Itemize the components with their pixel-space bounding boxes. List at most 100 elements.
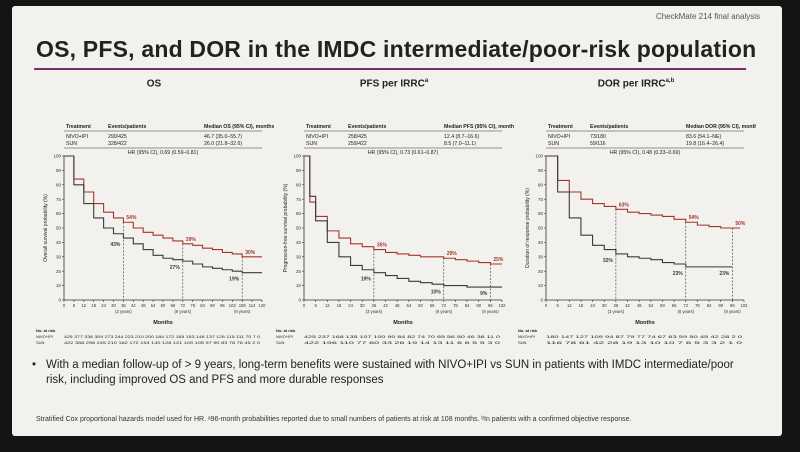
footnote: Stratified Cox proportional hazards mode…	[36, 416, 632, 423]
y-tick-label: 50	[56, 226, 62, 231]
x-tick-label: 84	[200, 303, 205, 308]
x-tick-label: 72	[683, 303, 688, 308]
y-tick-label: 50	[296, 226, 302, 231]
chart-title: OS	[146, 78, 162, 90]
table-cell: NIVO+IPI	[66, 134, 88, 140]
y-tick-label: 10	[296, 283, 302, 288]
table-header: Treatment	[548, 124, 573, 130]
y-tick-label: 70	[296, 197, 302, 202]
pfs-chart: Treatment Events/patients Median PFS (95% …	[276, 124, 517, 345]
x-axis-label: Months	[635, 320, 655, 326]
dor-panel: DOR per IRRCa,b Treatment Events/patients…	[516, 78, 760, 348]
x-tick-label: 6	[314, 303, 317, 308]
km-curve-sun	[304, 155, 502, 288]
x-tick-label: 96	[220, 303, 225, 308]
table-cell: 258/425	[348, 134, 367, 140]
x-tick-label: 24	[590, 303, 595, 308]
x-tick-label: 60	[418, 303, 423, 308]
at-risk-label: No. at risk	[276, 328, 296, 333]
y-tick-label: 90	[56, 168, 62, 173]
km-curve-sun	[64, 155, 262, 274]
x-tick-label: 24	[101, 303, 106, 308]
landmark-label: (8 years)	[482, 309, 499, 314]
table-header: Median PFS (95% CI), months	[444, 124, 514, 130]
probability-label: 32%	[603, 258, 614, 264]
title-rule	[34, 68, 746, 70]
page-title: OS, PFS, and DOR in the IMDC intermediat…	[36, 36, 757, 62]
y-tick-label: 30	[538, 254, 544, 259]
table-cell: 46.7 (35.0–55.7)	[204, 134, 242, 140]
at-risk-row-values: 116 78 61 42 28 19 13 10 10 7 6 5 3 3 2 …	[546, 340, 744, 345]
os-panel: OS Treatment Events/patients Median OS (95…	[34, 78, 274, 348]
hazard-ratio: HR (95% CI), 0.69 (0.59–0.81)	[128, 150, 199, 156]
x-tick-label: 18	[579, 303, 584, 308]
x-tick-label: 0	[545, 303, 548, 308]
table-cell: 259/422	[348, 141, 367, 147]
x-tick-label: 120	[259, 303, 267, 308]
probability-label: 27%	[170, 265, 181, 271]
table-cell: 8.5 (7.0–11.1)	[444, 141, 476, 147]
y-tick-label: 0	[540, 298, 543, 303]
x-tick-label: 54	[151, 303, 156, 308]
x-tick-label: 42	[131, 303, 136, 308]
x-tick-label: 12	[325, 303, 330, 308]
bullet-text: With a median follow-up of > 9 years, lo…	[46, 359, 734, 386]
x-axis-label: Months	[153, 320, 173, 326]
probability-label: 35%	[377, 243, 388, 249]
table-header: Median DOR (95% CI), months	[686, 124, 756, 130]
os-chart: Treatment Events/patients Median OS (95% C…	[36, 124, 274, 345]
landmark-label: (9 years)	[234, 309, 251, 314]
x-tick-label: 66	[171, 303, 176, 308]
x-tick-label: 96	[730, 303, 735, 308]
probability-label: 29%	[447, 251, 458, 257]
x-tick-label: 96	[488, 303, 493, 308]
x-tick-label: 102	[499, 303, 507, 308]
at-risk-row-name: NIVO+IPI	[36, 334, 53, 339]
x-tick-label: 72	[180, 303, 185, 308]
x-tick-label: 12	[567, 303, 572, 308]
probability-label: 30%	[245, 250, 256, 256]
x-tick-label: 102	[229, 303, 237, 308]
y-tick-label: 40	[296, 240, 302, 245]
x-tick-label: 84	[465, 303, 470, 308]
at-risk-row-values: 422 196 110 77 60 33 26 19 14 13 11 6 6 …	[304, 340, 502, 345]
x-tick-label: 72	[441, 303, 446, 308]
hazard-ratio: HR (95% CI), 0.48 (0.33–0.69)	[610, 150, 681, 156]
landmark-label: (6 years)	[677, 309, 694, 314]
study-label: CheckMate 214 final analysis	[655, 12, 760, 21]
probability-label: 54%	[126, 215, 137, 221]
x-tick-label: 48	[637, 303, 642, 308]
y-tick-label: 10	[538, 283, 544, 288]
probability-label: 25%	[493, 257, 504, 263]
y-tick-label: 20	[56, 269, 62, 274]
x-tick-label: 48	[141, 303, 146, 308]
x-tick-label: 102	[741, 303, 749, 308]
y-tick-label: 40	[538, 240, 544, 245]
table-cell: 19.8 (16.4–26.4)	[686, 141, 724, 147]
x-tick-label: 108	[239, 303, 247, 308]
x-tick-label: 90	[718, 303, 723, 308]
at-risk-row-values: 425 377 336 309 273 244 223 210 200 184 …	[64, 334, 261, 339]
at-risk-row-name: SUN	[36, 340, 45, 345]
table-header: Events/patients	[348, 124, 386, 130]
y-tick-label: 20	[538, 269, 544, 274]
landmark-label: (6 years)	[175, 309, 192, 314]
x-tick-label: 48	[395, 303, 400, 308]
probability-label: 39%	[186, 237, 197, 243]
probability-label: 23%	[673, 271, 684, 277]
x-tick-label: 30	[602, 303, 607, 308]
x-tick-label: 78	[695, 303, 700, 308]
probability-label: 50%	[735, 221, 746, 227]
km-curve-nivo-ipi	[546, 155, 741, 229]
at-risk-row-values: 425 237 168 135 107 100 90 84 82 74 70 6…	[304, 334, 501, 339]
y-tick-label: 30	[56, 254, 62, 259]
x-tick-label: 18	[337, 303, 342, 308]
table-cell: 59/116	[590, 141, 606, 147]
table-header: Treatment	[66, 124, 91, 130]
x-tick-label: 54	[406, 303, 411, 308]
landmark-label: (6 years)	[435, 309, 452, 314]
table-cell: NIVO+IPI	[548, 134, 570, 140]
km-curve-nivo-ipi	[304, 155, 502, 265]
table-cell: 83.6 (54.1–NE)	[686, 134, 721, 140]
probability-label: 43%	[110, 242, 121, 248]
